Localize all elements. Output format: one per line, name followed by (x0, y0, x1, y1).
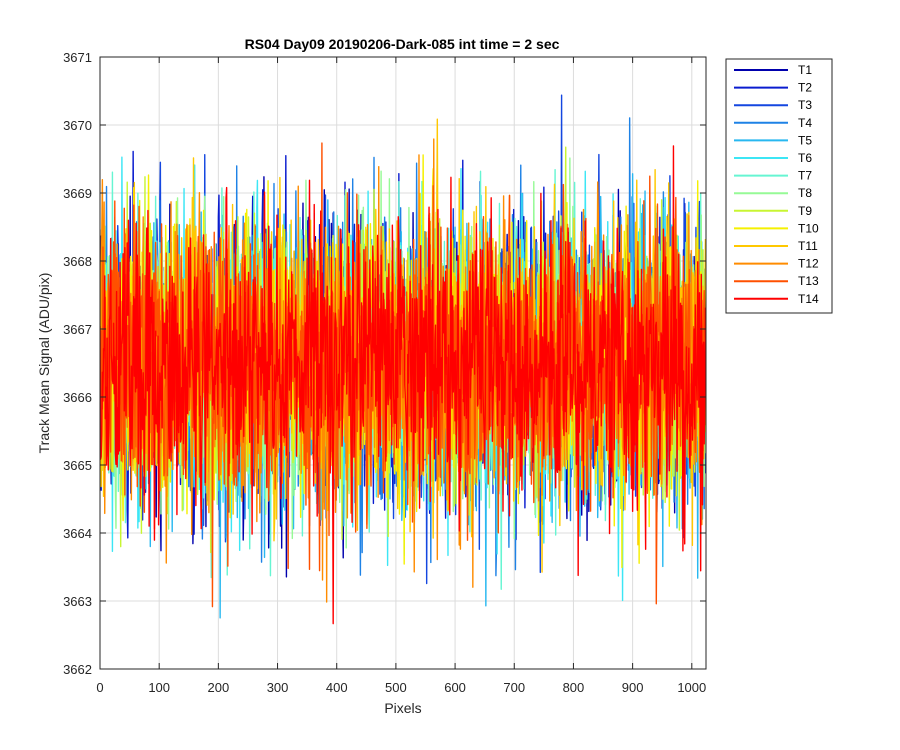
x-tick-label: 500 (385, 680, 407, 695)
legend-label: T6 (798, 151, 812, 165)
legend-label: T2 (798, 81, 812, 95)
legend-item-t10[interactable]: T10 (734, 221, 819, 235)
legend-label: T1 (798, 63, 812, 77)
legend-label: T12 (798, 257, 819, 271)
series-line-t14 (100, 145, 706, 625)
x-tick-label: 1000 (677, 680, 706, 695)
legend-label: T13 (798, 274, 819, 288)
legend-label: T11 (798, 239, 818, 253)
legend-item-t9[interactable]: T9 (734, 204, 812, 218)
legend-label: T8 (798, 186, 812, 200)
y-tick-label: 3662 (63, 662, 92, 677)
legend-item-t7[interactable]: T7 (734, 169, 812, 183)
legend-label: T7 (798, 169, 812, 183)
x-axis-label: Pixels (384, 700, 421, 716)
x-tick-label: 600 (444, 680, 466, 695)
legend[interactable]: T1 T2 T3 T4 T5 T6 T7 T8 T9 T10 T11 T12 T13 T14 (725, 58, 833, 314)
legend-label: T5 (798, 133, 812, 147)
y-tick-label: 3665 (63, 458, 92, 473)
x-tick-label: 300 (267, 680, 289, 695)
legend-item-t11[interactable]: T11 (734, 239, 818, 253)
legend-item-t6[interactable]: T6 (734, 151, 812, 165)
legend-label: T9 (798, 204, 812, 218)
x-tick-label: 200 (208, 680, 230, 695)
legend-label: T4 (798, 116, 812, 130)
legend-item-t4[interactable]: T4 (734, 116, 812, 130)
legend-item-t3[interactable]: T3 (734, 98, 812, 112)
legend-item-t12[interactable]: T12 (734, 257, 819, 271)
legend-item-t1[interactable]: T1 (734, 63, 812, 77)
axes-box (99, 56, 707, 670)
plot-area (100, 94, 706, 625)
x-tick-label: 400 (326, 680, 348, 695)
legend-item-t13[interactable]: T13 (734, 274, 819, 288)
legend-item-t5[interactable]: T5 (734, 133, 812, 147)
axis-ticks: 0 100 200 300 400 500 600 700 800 900 1000 3662 3663… (63, 50, 706, 695)
legend-box (725, 58, 833, 314)
y-tick-label: 3671 (63, 50, 92, 65)
y-tick-label: 3667 (63, 322, 92, 337)
series-line-t13 (100, 142, 706, 608)
x-tick-label: 700 (503, 680, 525, 695)
x-tick-label: 100 (148, 680, 170, 695)
y-axis-label: Track Mean Signal (ADU/pix) (36, 273, 52, 454)
x-tick-label: 0 (96, 680, 103, 695)
x-tick-label: 900 (622, 680, 644, 695)
y-tick-label: 3670 (63, 118, 92, 133)
legend-label: T10 (798, 221, 819, 235)
y-tick-label: 3664 (63, 526, 92, 541)
y-tick-label: 3663 (63, 594, 92, 609)
x-tick-label: 800 (563, 680, 585, 695)
legend-item-t2[interactable]: T2 (734, 81, 812, 95)
y-tick-label: 3669 (63, 186, 92, 201)
y-tick-label: 3666 (63, 390, 92, 405)
legend-label: T14 (798, 292, 819, 306)
y-tick-label: 3668 (63, 254, 92, 269)
legend-item-t8[interactable]: T8 (734, 186, 812, 200)
chart-title: RS04 Day09 20190206-Dark-085 int time = … (245, 36, 560, 52)
legend-item-t14[interactable]: T14 (734, 292, 819, 306)
legend-label: T3 (798, 98, 812, 112)
